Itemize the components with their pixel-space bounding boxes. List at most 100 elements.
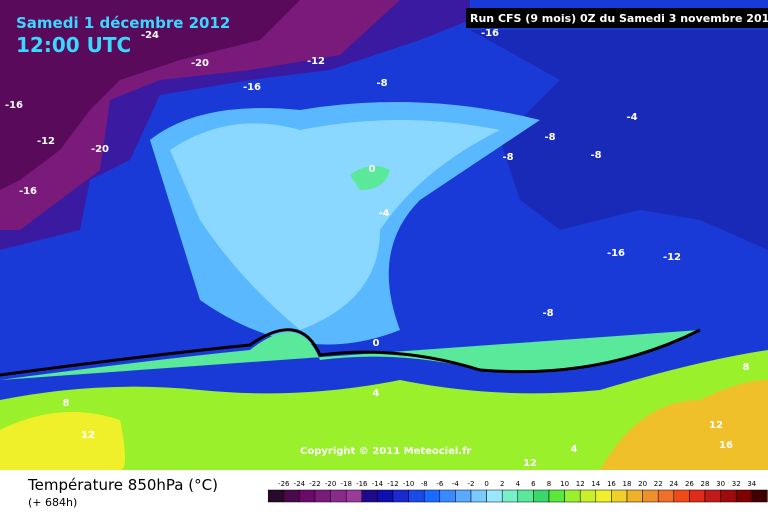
scale-label: -14 [372, 480, 384, 488]
contour-label: 8 [743, 362, 750, 373]
scale-label: 34 [747, 480, 756, 488]
scale-swatch [611, 489, 628, 503]
contour-label: -12 [307, 56, 325, 67]
scale-swatch [283, 489, 300, 503]
contour-label: -16 [19, 186, 37, 197]
scale-swatch [751, 489, 768, 503]
scale-label: 32 [732, 480, 741, 488]
run-box [466, 8, 768, 28]
scale-label: 18 [623, 480, 632, 488]
scale-swatch [314, 489, 331, 503]
time: 12:00 UTC [16, 33, 131, 57]
scale-swatch [673, 489, 690, 503]
contour-label: -16 [5, 100, 23, 111]
scale-label: 0 [484, 480, 488, 488]
scale-label: -18 [340, 480, 351, 488]
scale-label: 30 [716, 480, 725, 488]
scale-label: -26 [278, 480, 290, 488]
variable: Température 850hPa (°C) [27, 476, 218, 494]
scale-swatch [533, 489, 550, 503]
scale-swatch [299, 489, 316, 503]
scale-label: -24 [294, 480, 306, 488]
scale-label: 16 [607, 480, 616, 488]
scale-label: -22 [309, 480, 320, 488]
contour-label: -20 [191, 58, 209, 69]
contour-label: -8 [376, 78, 387, 89]
contour-label: -8 [542, 308, 553, 319]
lead-time: (+ 684h) [28, 496, 77, 509]
color-scale: -26 -24 -22 -20 -18 -16 -14 -12 -10 -8 -6 -4 -2 0 2 4 6 8… [267, 480, 768, 503]
contour-label: -8 [502, 152, 513, 163]
contour-label: -16 [607, 248, 625, 259]
scale-swatch [423, 489, 441, 503]
contour-label: 4 [571, 444, 578, 455]
scale-label: 10 [560, 480, 569, 488]
scale-label: -12 [387, 480, 398, 488]
scale-label: -4 [452, 480, 460, 488]
contour-label: -4 [378, 208, 389, 219]
run-info: Run CFS (9 mois) 0Z du Samedi 3 novembre… [470, 12, 768, 25]
contour-label: -12 [37, 136, 55, 147]
date: Samedi 1 décembre 2012 [16, 14, 230, 32]
scale-label: 22 [654, 480, 663, 488]
contour-label: -16 [243, 82, 261, 93]
contour-label: 12 [81, 430, 95, 441]
scale-swatch [689, 489, 706, 503]
map-background [0, 0, 768, 470]
scale-swatch [642, 489, 659, 503]
scale-label: 4 [516, 480, 521, 488]
scale-swatch [517, 489, 534, 503]
scale-label: -10 [403, 480, 414, 488]
scale-swatch [470, 489, 487, 503]
scale-swatch [455, 489, 472, 503]
scale-swatch [392, 489, 409, 503]
scale-swatch [345, 489, 363, 503]
contour-label: -4 [626, 112, 637, 123]
scale-label: 8 [547, 480, 551, 488]
contour-label: 12 [709, 420, 723, 431]
scale-swatch [579, 489, 597, 503]
contour-label: 0 [369, 164, 376, 175]
contour-label: -8 [590, 150, 601, 161]
scale-swatch [704, 489, 721, 503]
scale-label: 6 [531, 480, 536, 488]
scale-label: -6 [436, 480, 444, 488]
contour-label: 16 [719, 440, 733, 451]
scale-label: 12 [576, 480, 585, 488]
scale-swatch [361, 489, 378, 503]
scale-swatch [548, 489, 565, 503]
scale-swatch [330, 489, 347, 503]
scale-label: 26 [685, 480, 694, 488]
contour-label: 12 [523, 458, 537, 469]
scale-label: -8 [421, 480, 428, 488]
scale-swatch [626, 489, 643, 503]
scale-label: 20 [638, 480, 647, 488]
scale-swatch [267, 489, 285, 503]
scale-swatch [408, 489, 425, 503]
contour-labels: -24 -20 -16 -12 -16 -8 -16 -12 -20 -16 -4 -8 -8 -8 0 -4… [5, 28, 750, 469]
contour-label: -8 [544, 132, 555, 143]
contour-label: -16 [481, 28, 499, 39]
scale-swatch [501, 489, 519, 503]
scale-swatch [735, 489, 753, 503]
scale-label: -16 [356, 480, 368, 488]
scale-swatch [657, 489, 675, 503]
contour-label: 8 [63, 398, 70, 409]
scale-swatch [377, 489, 394, 503]
contour-label: -24 [141, 30, 159, 41]
scale-label: -20 [325, 480, 336, 488]
contour-label: 0 [373, 338, 380, 349]
scale-label: -2 [468, 480, 475, 488]
copyright: Copyright © 2011 Meteociel.fr [300, 446, 471, 457]
scale-swatch [564, 489, 581, 503]
contour-label: -12 [663, 252, 681, 263]
scale-label: 14 [591, 480, 600, 488]
scale-label: 28 [701, 480, 710, 488]
scale-label: 2 [500, 480, 504, 488]
scale-label: 24 [669, 480, 678, 488]
scale-swatch [486, 489, 503, 503]
scale-swatch [720, 489, 737, 503]
scale-swatch [595, 489, 612, 503]
contour-label: -20 [91, 144, 109, 155]
